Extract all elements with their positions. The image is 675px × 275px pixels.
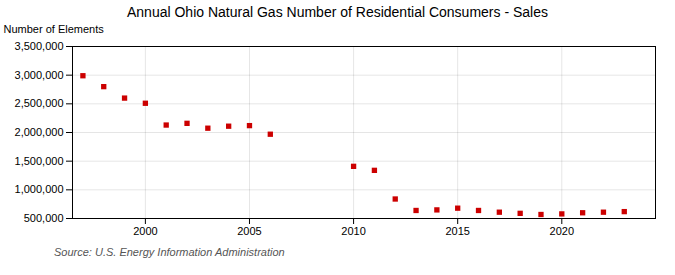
svg-text:Number of Elements: Number of Elements	[4, 23, 105, 35]
svg-text:3,500,000: 3,500,000	[15, 40, 64, 52]
svg-text:2,000,000: 2,000,000	[15, 126, 64, 138]
html-text:Annual Ohio Natural Gas Number: Annual Ohio Natural Gas Number of Reside…	[127, 4, 548, 20]
svg-text:2,500,000: 2,500,000	[15, 97, 64, 109]
svg-text:500,000: 500,000	[24, 212, 64, 224]
svg-text:1,000,000: 1,000,000	[15, 183, 64, 195]
html-text:Source: U.S. Energy Informatio: Source: U.S. Energy Information Administ…	[54, 246, 285, 258]
svg-text:2000: 2000	[133, 225, 157, 237]
svg-text:2010: 2010	[341, 225, 365, 237]
svg-text:1,500,000: 1,500,000	[15, 155, 64, 167]
svg-text:2015: 2015	[445, 225, 469, 237]
svg-text:2020: 2020	[550, 225, 574, 237]
svg-text:3,000,000: 3,000,000	[15, 69, 64, 81]
svg-text:2005: 2005	[237, 225, 261, 237]
